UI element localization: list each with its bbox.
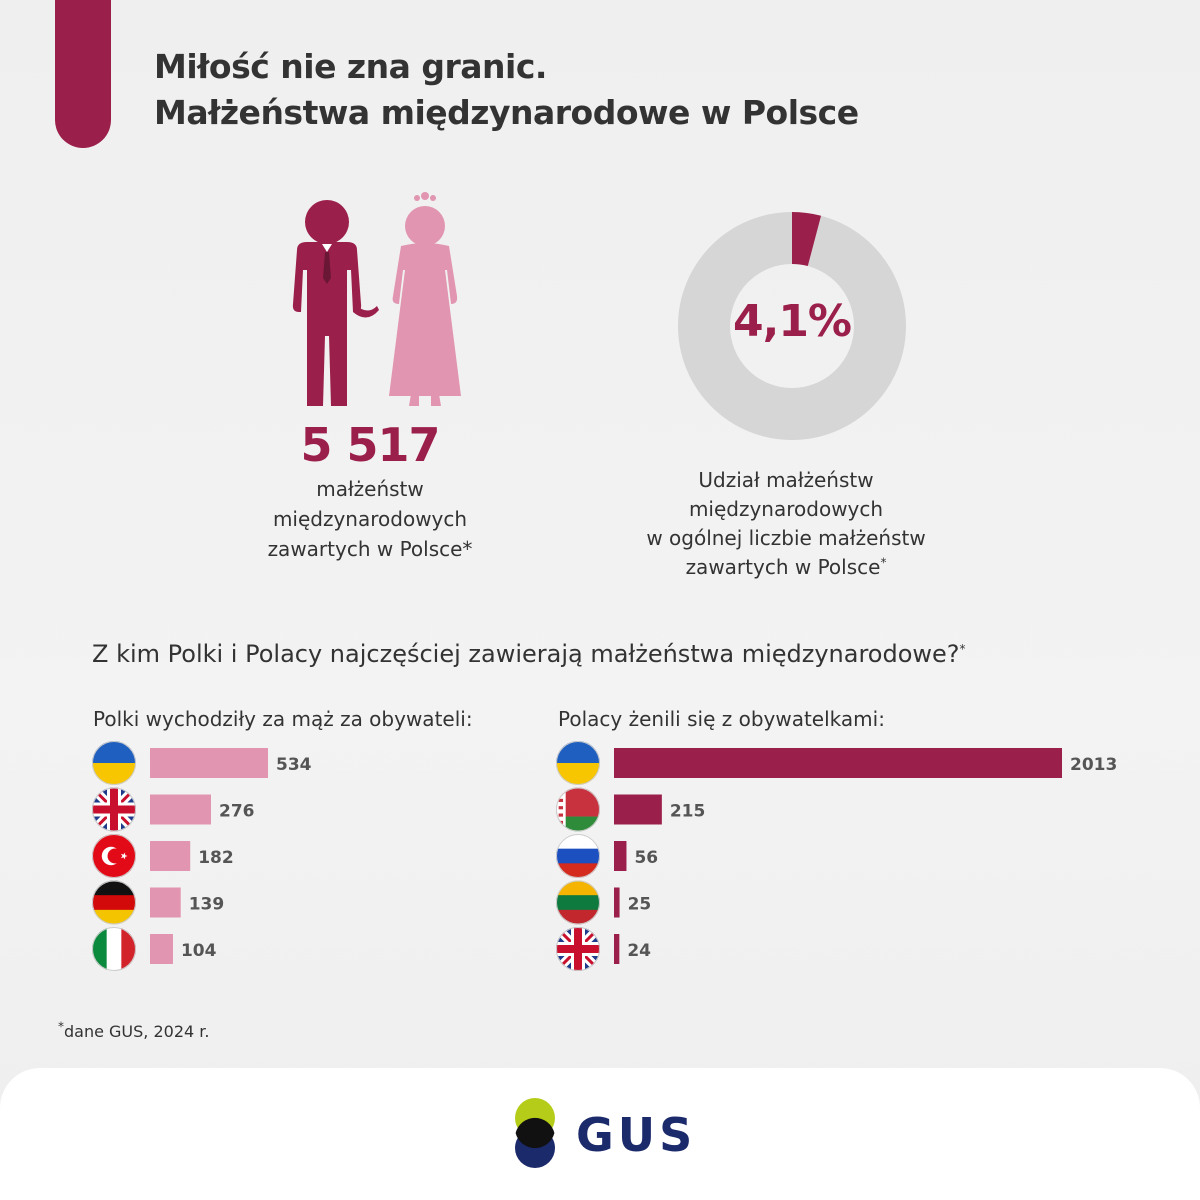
footnote-mark: * <box>58 1019 64 1034</box>
section-question: Z kim Polki i Polacy najczęściej zawiera… <box>92 640 966 668</box>
women-bar-4 <box>150 934 173 964</box>
total-marriages-value: 5 517 <box>300 418 440 472</box>
men-bar-chart-svg: 2013 215 56 25 24 <box>556 741 1117 971</box>
share-caption-line-4: zawartych w Polsce* <box>600 553 972 582</box>
men-bar-0 <box>614 748 1062 778</box>
women-bar-0 <box>150 748 268 778</box>
share-value: 4,1% <box>732 296 852 347</box>
total-marriages-caption: małżeństw międzynarodowych zawartych w P… <box>220 474 520 564</box>
share-donut-chart <box>678 212 906 440</box>
flag-outline <box>92 834 136 878</box>
donut-share-arc <box>791 212 822 267</box>
men-bar-label-0: 2013 <box>1070 755 1117 775</box>
couple-icon <box>292 192 461 406</box>
flag-outline <box>92 741 136 785</box>
flag-outline <box>92 880 136 925</box>
women-bar-2 <box>150 841 191 871</box>
share-caption: Udział małżeństw międzynarodowych w ogól… <box>600 466 972 582</box>
uk-flag <box>556 927 600 971</box>
flag-outline <box>556 834 600 878</box>
men-bar-1 <box>614 794 662 825</box>
accent-bar <box>55 0 111 148</box>
title-line-2: Małżeństwa międzynarodowe w Polsce <box>154 93 859 132</box>
flag-outline <box>556 880 600 925</box>
turkey-flag <box>92 834 136 878</box>
women-chart-title: Polki wychodziły za mąż za obywateli: <box>93 707 473 731</box>
women-bar-label-3: 139 <box>189 895 225 915</box>
uk-flag <box>92 787 136 832</box>
women-bar-label-0: 534 <box>276 755 312 775</box>
men-bar-label-3: 25 <box>628 895 652 915</box>
footnote-text: dane GUS, 2024 r. <box>64 1022 210 1041</box>
women-bar-chart: 534 276 182 139 104 <box>90 738 390 978</box>
men-chart-title: Polacy żenili się z obywatelkami: <box>558 707 885 731</box>
total-caption-line-2: międzynarodowych <box>272 507 468 531</box>
men-bar-label-1: 215 <box>670 802 706 822</box>
ukraine-flag <box>92 741 136 785</box>
gus-logo-text: GUS <box>576 1108 697 1162</box>
women-bar-1 <box>150 794 211 825</box>
total-caption-line-3: zawartych w Polsce* <box>267 537 473 561</box>
flag-outline <box>92 927 136 971</box>
gus-logo-icon <box>515 1098 555 1168</box>
share-caption-line-2: międzynarodowych <box>688 497 884 521</box>
men-bar-2 <box>614 841 627 871</box>
share-caption-line-1: Udział małżeństw <box>698 468 874 492</box>
title-line-1: Miłość nie zna granic. <box>154 47 547 86</box>
flag-outline <box>556 787 600 832</box>
share-caption-text: zawartych w Polsce <box>685 555 881 579</box>
women-bar-label-2: 182 <box>198 848 234 868</box>
men-bar-3 <box>614 887 620 918</box>
share-caption-line-3: w ogólnej liczbie małżeństw <box>646 526 926 550</box>
flag-outline <box>556 927 600 971</box>
men-bar-4 <box>614 934 620 964</box>
ukraine-flag <box>556 741 600 785</box>
women-bar-label-4: 104 <box>181 941 217 961</box>
share-caption-mark: * <box>880 555 887 570</box>
men-bar-chart: 2013 215 56 25 24 <box>554 738 1154 978</box>
women-bar-3 <box>150 887 181 918</box>
flag-outline <box>556 741 600 785</box>
women-bar-chart-svg: 534 276 182 139 104 <box>92 741 312 971</box>
footer-panel <box>0 1068 1200 1200</box>
women-bar-label-1: 276 <box>219 802 255 822</box>
page-title: Miłość nie zna granic. Małżeństwa między… <box>154 44 859 136</box>
total-caption-line-1: małżeństw <box>316 477 424 501</box>
footnote: *dane GUS, 2024 r. <box>58 1019 210 1041</box>
question-mark: * <box>959 642 966 656</box>
flag-outline <box>92 787 136 832</box>
men-bar-label-2: 56 <box>634 848 658 868</box>
question-text: Z kim Polki i Polacy najczęściej zawiera… <box>92 640 960 668</box>
men-bar-label-4: 24 <box>627 941 651 961</box>
